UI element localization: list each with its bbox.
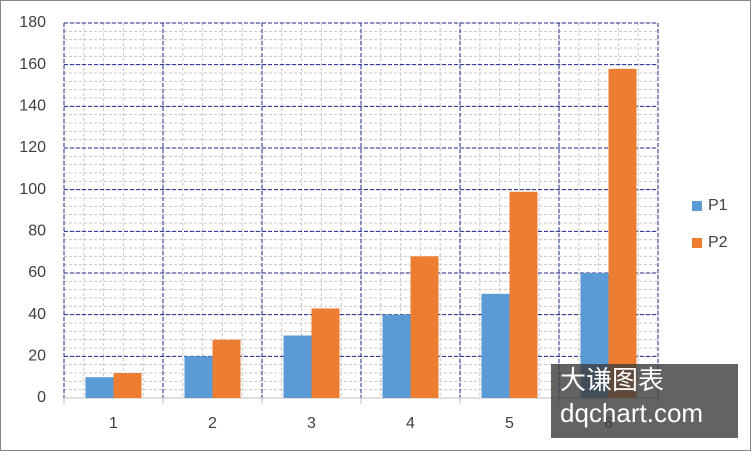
y-tick-label: 120 <box>19 139 46 156</box>
bar <box>509 191 538 398</box>
bar <box>311 308 340 398</box>
x-tick-label: 3 <box>307 415 316 432</box>
legend-label: P1 <box>708 197 728 214</box>
x-tick-label: 5 <box>505 415 514 432</box>
bar <box>481 293 510 398</box>
bar <box>410 256 439 398</box>
bar <box>184 356 213 398</box>
legend-swatch <box>692 201 702 211</box>
x-tick-label: 2 <box>208 415 217 432</box>
watermark-text: 大谦图表 <box>560 365 664 395</box>
bar <box>113 373 142 398</box>
bar <box>608 68 637 398</box>
y-tick-label: 180 <box>19 14 46 31</box>
legend-swatch <box>692 238 702 248</box>
bar <box>283 335 312 398</box>
y-tick-label: 20 <box>28 348 46 365</box>
y-tick-label: 80 <box>28 223 46 240</box>
x-tick-label: 1 <box>109 415 118 432</box>
bar <box>212 339 241 398</box>
watermark-text: dqchart.com <box>560 398 703 428</box>
y-tick-label: 140 <box>19 98 46 115</box>
bar <box>382 314 411 398</box>
y-tick-label: 160 <box>19 56 46 73</box>
watermark-box <box>551 364 738 438</box>
y-tick-label: 100 <box>19 181 46 198</box>
y-tick-label: 40 <box>28 306 46 323</box>
y-tick-label: 60 <box>28 264 46 281</box>
x-tick-label: 4 <box>406 415 415 432</box>
y-tick-label: 0 <box>37 389 46 406</box>
bar <box>85 377 114 398</box>
legend-label: P2 <box>708 234 728 251</box>
